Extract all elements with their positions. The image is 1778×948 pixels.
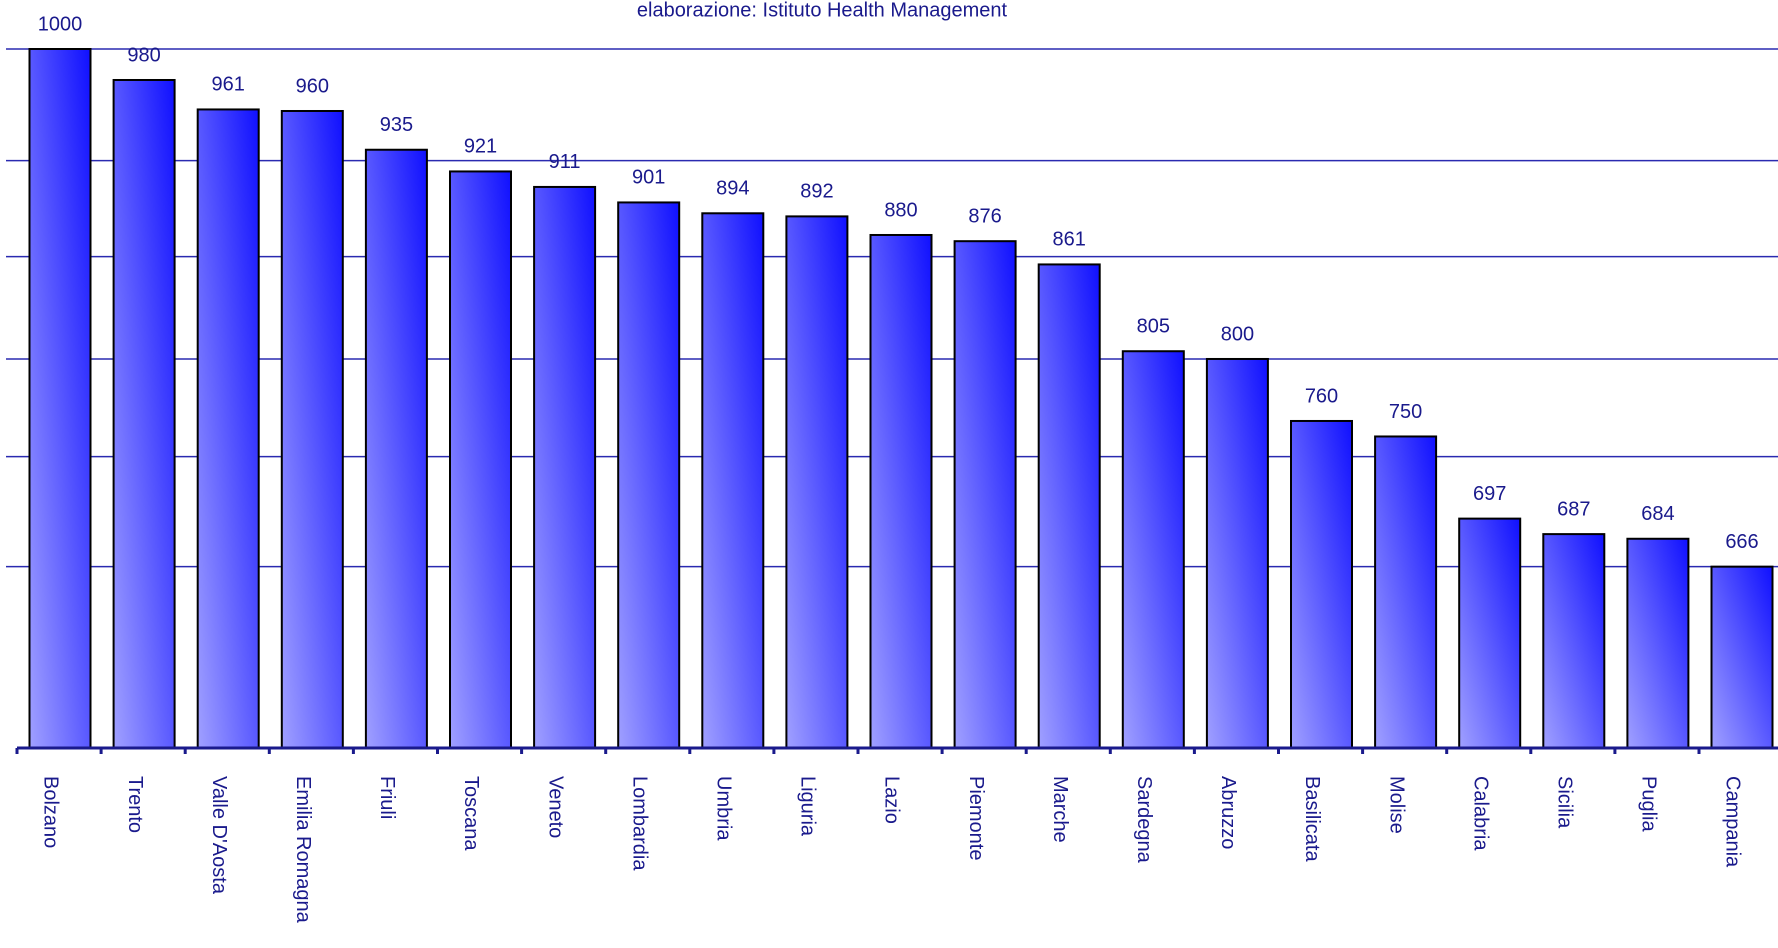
bar — [869, 233, 933, 749]
x-tick-label: Basilicata — [1301, 776, 1323, 862]
bar — [280, 109, 344, 750]
x-tick-label: Sardegna — [1133, 776, 1155, 864]
value-label: 687 — [1557, 498, 1590, 520]
value-label: 960 — [296, 75, 329, 97]
bar — [1290, 419, 1353, 749]
value-label: 892 — [800, 181, 833, 203]
x-tick-label: Lazio — [881, 776, 903, 824]
bar — [1205, 357, 1269, 749]
value-label: 911 — [549, 151, 581, 173]
bar — [112, 78, 176, 749]
bar — [364, 148, 428, 749]
x-tick-label: Bolzano — [40, 776, 62, 848]
bar — [1037, 263, 1101, 749]
bar — [1542, 533, 1606, 749]
bar — [196, 108, 260, 749]
value-label: 684 — [1641, 503, 1674, 525]
value-label: 901 — [632, 167, 665, 189]
value-label: 921 — [464, 136, 497, 158]
value-label: 961 — [212, 74, 245, 96]
bar — [28, 48, 92, 749]
value-label: 980 — [127, 44, 160, 66]
bar — [533, 185, 597, 750]
bar — [1710, 565, 1774, 749]
x-tick-label: Campania — [1722, 776, 1744, 868]
value-label: 760 — [1305, 385, 1338, 407]
x-tick-label: Piemonte — [965, 776, 987, 861]
x-tick-label: Puglia — [1638, 776, 1660, 832]
x-tick-label: Sicilia — [1554, 776, 1576, 829]
x-tick-label: Valle D'Aosta — [208, 776, 230, 895]
bar — [1374, 435, 1438, 749]
value-label: 1000 — [38, 13, 83, 35]
x-tick-label: Emilia Romagna — [292, 776, 314, 924]
bar — [1626, 537, 1690, 749]
bar — [953, 240, 1017, 749]
value-label: 697 — [1473, 483, 1506, 505]
value-label: 935 — [380, 114, 413, 136]
x-tick-label: Trento — [124, 776, 146, 833]
chart-subtitle: elaborazione: Istituto Health Management — [637, 0, 1008, 21]
bar — [785, 215, 849, 750]
bar — [449, 170, 512, 750]
x-tick-label: Abruzzo — [1217, 776, 1239, 849]
value-label: 800 — [1221, 323, 1254, 345]
bar — [1458, 517, 1522, 749]
value-label: 861 — [1053, 229, 1086, 251]
x-tick-label: Lombardia — [628, 776, 650, 871]
x-tick-label: Marche — [1049, 776, 1071, 843]
value-label: 750 — [1389, 401, 1422, 423]
x-tick-label: Calabria — [1469, 776, 1491, 851]
x-tick-label: Umbria — [713, 776, 735, 841]
bar — [1121, 350, 1185, 749]
value-label: 880 — [884, 199, 917, 221]
value-label: 666 — [1725, 531, 1758, 553]
value-label: 894 — [716, 178, 749, 200]
x-tick-label: Friuli — [376, 776, 398, 819]
x-tick-label: Liguria — [797, 776, 819, 837]
x-tick-label: Toscana — [460, 776, 482, 851]
bar — [617, 201, 681, 749]
x-tick-label: Veneto — [544, 776, 566, 838]
bar — [701, 212, 765, 749]
value-label: 805 — [1137, 316, 1170, 338]
x-tick-label: Molise — [1385, 776, 1407, 834]
value-label: 876 — [968, 205, 1001, 227]
